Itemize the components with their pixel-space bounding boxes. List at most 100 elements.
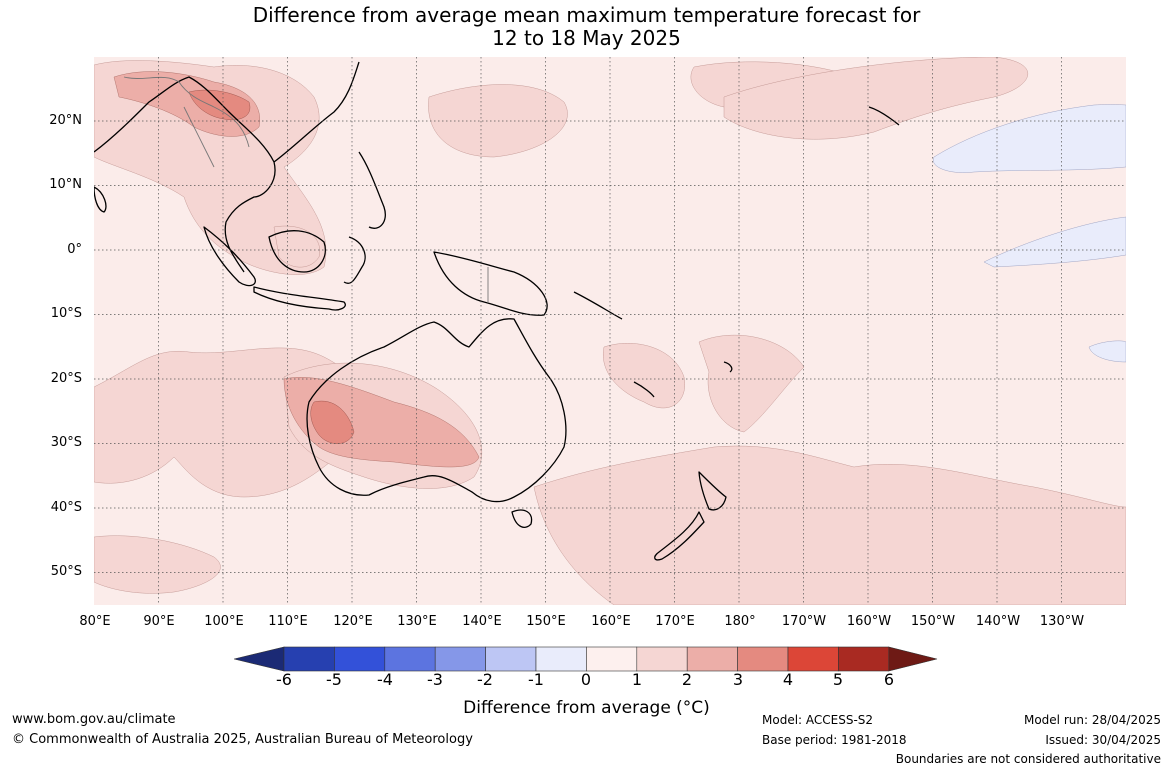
copyright-text: © Commonwealth of Australia 2025, Austra… [12, 732, 473, 747]
hotspot-western-australia [283, 377, 480, 468]
colorbar-cell [636, 646, 688, 672]
region-southern-ocean-west [94, 535, 221, 594]
colorbar-cell [686, 646, 738, 672]
lat-label-0: 0° [67, 242, 82, 257]
region-coral-sea [603, 343, 685, 408]
borders [123, 76, 489, 303]
lat-label-20s: 20°S [50, 371, 82, 386]
lon-label-90e: 90°E [143, 614, 175, 629]
colorbar-tick: 5 [832, 670, 844, 689]
colorbar-tick: -2 [477, 670, 493, 689]
colorbar-extend-low [234, 646, 285, 672]
colorbar-label: Difference from average (°C) [463, 698, 710, 718]
anomaly-class-1-to-2 [94, 57, 1126, 605]
colorbar-tick: 6 [883, 670, 895, 689]
lat-label-20n: 20°N [49, 113, 82, 128]
lon-label-150w: 150°W [910, 614, 956, 629]
peak-indochina [188, 89, 251, 120]
lon-label-120e: 120°E [333, 614, 373, 629]
colorbar-tick: -6 [276, 670, 292, 689]
coast-tasmania [511, 509, 533, 528]
colorbar-cell [787, 646, 839, 672]
title-line-2: 12 to 18 May 2025 [492, 26, 681, 50]
region-north-pacific-1 [428, 84, 568, 158]
coast-fiji [723, 361, 733, 373]
lon-label-140e: 140°E [462, 614, 502, 629]
colorbar-cell [434, 646, 486, 672]
colorbar-cell [283, 646, 335, 672]
colorbar-cell [535, 646, 587, 672]
colorbar-tick: 3 [732, 670, 744, 689]
graticule [94, 57, 1126, 605]
lon-label-160e: 160°E [591, 614, 631, 629]
coast-new-guinea [433, 251, 548, 316]
lat-label-40s: 40°S [50, 500, 82, 515]
coast-new-zealand-south [654, 511, 705, 561]
region-se-asia [94, 60, 326, 275]
disclaimer-text: Boundaries are not considered authoritat… [895, 752, 1161, 766]
lon-label-130e: 130°E [397, 614, 437, 629]
anomaly-class-3-to-4 [188, 89, 355, 444]
coast-new-caledonia [633, 381, 655, 398]
coast-java [253, 286, 346, 311]
colorbar-tick: 4 [782, 670, 794, 689]
region-fiji [698, 334, 805, 433]
map-title: Difference from average mean maximum tem… [0, 4, 1173, 50]
colorbar-cell [586, 646, 638, 672]
coastlines [94, 61, 900, 561]
cool-equatorial-pacific [983, 216, 1126, 268]
coast-borneo [268, 230, 326, 273]
coast-sumatra [203, 226, 256, 287]
lon-label-170e: 170°E [655, 614, 695, 629]
colorbar-cell [485, 646, 537, 672]
base-period-text: Base period: 1981-2018 [762, 733, 907, 747]
website-text: www.bom.gov.au/climate [12, 712, 176, 727]
issued-text: Issued: 30/04/2025 [1045, 733, 1161, 747]
region-tasman-south-pacific [533, 445, 1126, 605]
colorbar-tick: -1 [528, 670, 544, 689]
coast-indochina [94, 76, 276, 273]
colorbar-tick: -5 [326, 670, 342, 689]
lat-label-10s: 10°S [50, 306, 82, 321]
colorbar-tick: 1 [631, 670, 643, 689]
title-line-1: Difference from average mean maximum tem… [252, 3, 921, 27]
colorbar-tick: -3 [427, 670, 443, 689]
lon-label-110e: 110°E [268, 614, 308, 629]
coast-sulawesi [343, 236, 366, 284]
model-run-text: Model run: 28/04/2025 [1023, 713, 1161, 727]
lon-label-140w: 140°W [975, 614, 1021, 629]
lon-label-150e: 150°E [526, 614, 566, 629]
colorbar-tick: 0 [580, 670, 592, 689]
anomaly-class-neg1-to-0 [933, 104, 1126, 363]
coast-china-east [273, 61, 360, 163]
region-equatorial [273, 225, 320, 268]
cool-north-pacific [933, 104, 1126, 173]
lon-label-180: 180° [724, 614, 756, 629]
coast-australia [306, 318, 567, 503]
cool-south-pacific [1088, 340, 1126, 363]
coast-hawaii [868, 106, 900, 126]
colorbar-cell [384, 646, 436, 672]
colorbar-cell [838, 646, 890, 672]
colorbar-extend-high [888, 646, 938, 672]
colorbar-cell [334, 646, 386, 672]
colorbar [234, 646, 938, 672]
colorbar-tick: -4 [377, 670, 393, 689]
coast-philippines [358, 151, 386, 229]
model-text: Model: ACCESS-S2 [762, 713, 874, 727]
colorbar-cell [737, 646, 789, 672]
lon-label-80e: 80°E [79, 614, 111, 629]
region-north-pacific-3 [723, 57, 1029, 140]
coast-sri-lanka [94, 186, 107, 213]
anomaly-class-2-to-3 [113, 71, 480, 468]
lat-label-30s: 30°S [50, 435, 82, 450]
lon-label-170w: 170°W [781, 614, 827, 629]
map-svg [94, 57, 1126, 605]
hotspot-indochina [113, 71, 260, 137]
lat-label-10n: 10°N [49, 177, 82, 192]
lon-label-160w: 160°W [846, 614, 892, 629]
lat-label-50s: 50°S [50, 564, 82, 579]
colorbar-tick: 2 [681, 670, 693, 689]
coast-solomon [573, 291, 623, 320]
lon-label-100e: 100°E [204, 614, 244, 629]
